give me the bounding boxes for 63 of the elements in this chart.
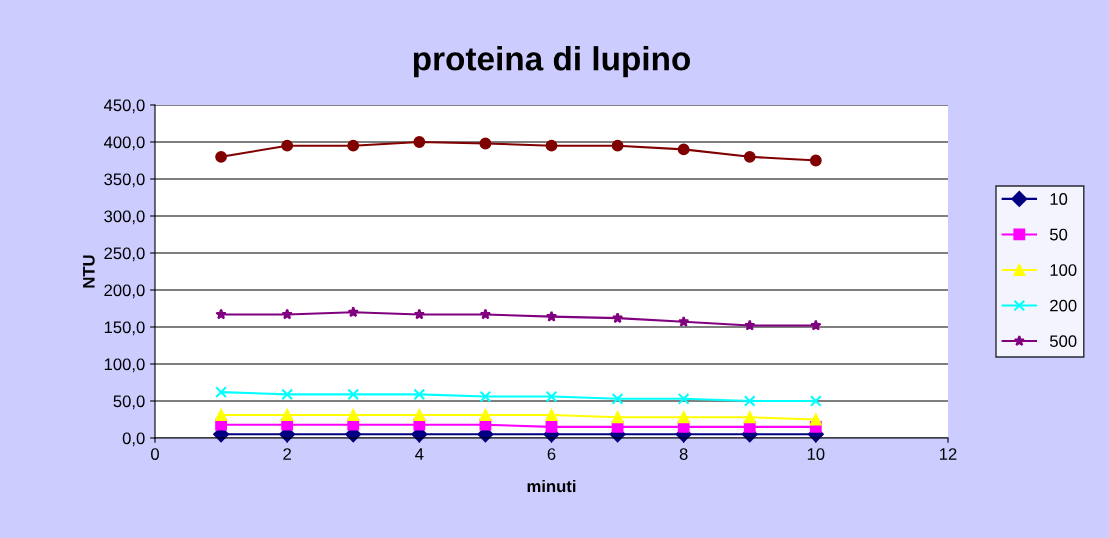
legend-label: 100 [1050, 264, 1077, 276]
point [611, 392, 624, 405]
x-tick-label: 12 [940, 448, 957, 460]
point [677, 421, 690, 433]
point [677, 392, 690, 405]
x-axis-title: minuti [527, 479, 576, 493]
point [611, 139, 624, 152]
y-tick-label: 300,0 [104, 210, 145, 225]
y-tick-label: 200,0 [104, 284, 145, 299]
point [347, 388, 360, 401]
point [611, 312, 624, 324]
point [413, 308, 425, 320]
legend-label: 10 [1050, 193, 1068, 205]
legend-label: 200 [1050, 299, 1077, 312]
y-tick-label: 100,0 [104, 358, 145, 373]
point [677, 143, 690, 156]
point [215, 308, 227, 320]
x-tick-label: 0 [151, 448, 159, 460]
y-axis-title: NTU [83, 255, 95, 288]
point [413, 388, 426, 401]
point [809, 154, 822, 167]
y-tick-label: 50,0 [113, 395, 145, 410]
point [413, 418, 426, 431]
point [281, 308, 293, 320]
y-tick-label: 400,0 [103, 136, 145, 151]
y-tick-label: 450,0 [103, 99, 145, 114]
point [809, 413, 822, 426]
x-tick-label: 2 [283, 448, 291, 460]
point [743, 150, 756, 163]
point [743, 411, 756, 424]
point [810, 319, 822, 331]
y-tick-label: 150,0 [104, 321, 145, 336]
point [479, 137, 492, 150]
point [545, 139, 558, 152]
point [677, 411, 690, 424]
y-tick-label: 350,0 [104, 173, 145, 188]
point [215, 386, 227, 399]
legend-label: 500 [1049, 335, 1077, 348]
point [479, 390, 492, 403]
point [809, 395, 822, 407]
y-tick-label: 250,0 [104, 247, 145, 262]
y-tick-label: 0,0 [122, 432, 145, 447]
x-tick-label: 10 [807, 448, 825, 460]
point [678, 315, 690, 327]
point [545, 390, 558, 403]
point [215, 150, 227, 163]
point [744, 319, 756, 331]
point [347, 139, 360, 152]
point [479, 308, 492, 320]
point [347, 306, 359, 318]
point [743, 421, 756, 433]
point [743, 395, 756, 407]
point [281, 139, 294, 152]
point [281, 388, 294, 401]
point [545, 310, 558, 322]
x-tick-label: 8 [679, 448, 688, 460]
point [545, 421, 558, 433]
x-tick-label: 6 [547, 448, 556, 460]
legend-label: 50 [1049, 228, 1068, 241]
x-tick-label: 4 [415, 448, 424, 460]
point [413, 136, 426, 148]
point [611, 411, 624, 424]
chart-title: proteina di lupino [413, 46, 691, 78]
